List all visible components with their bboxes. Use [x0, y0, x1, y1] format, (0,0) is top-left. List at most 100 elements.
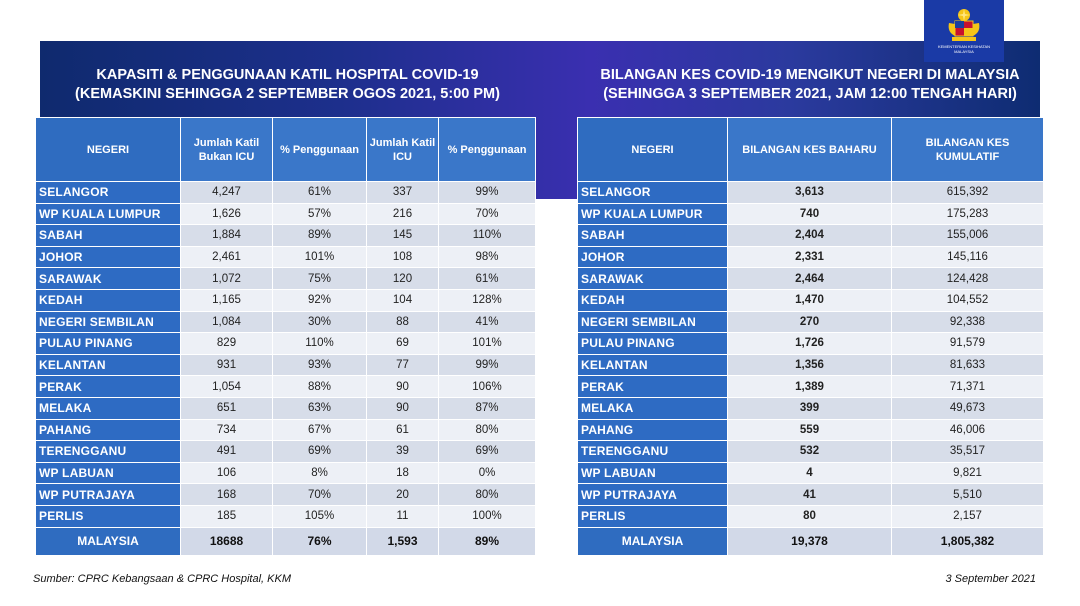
non-icu-beds: 1,884 — [180, 224, 273, 247]
icu-usage: 101% — [438, 332, 536, 355]
table-row: NEGERI SEMBILAN 1,084 30% 88 41% — [35, 310, 536, 334]
icu-beds: 108 — [366, 245, 439, 269]
non-icu-beds: 1,084 — [180, 310, 273, 334]
total-icu-usage: 89% — [438, 526, 536, 556]
non-icu-beds: 1,165 — [180, 288, 273, 312]
state-name: WP KUALA LUMPUR — [35, 202, 181, 226]
table-row: WP KUALA LUMPUR 1,626 57% 216 70% — [35, 202, 536, 226]
new-cases: 41 — [727, 483, 892, 506]
non-icu-beds: 651 — [180, 396, 273, 420]
col-header-icu-beds: Jumlah Katil ICU — [366, 117, 439, 182]
non-icu-beds: 2,461 — [180, 245, 273, 269]
cumulative-cases: 615,392 — [891, 181, 1044, 204]
cumulative-cases: 9,821 — [891, 461, 1044, 485]
cumulative-cases: 35,517 — [891, 440, 1044, 463]
non-icu-usage: 8% — [272, 461, 367, 485]
col-header-new-cases: BILANGAN KES BAHARU — [727, 117, 892, 182]
right-title-line2: (SEHINGGA 3 SEPTEMBER 2021, JAM 12:00 TE… — [603, 86, 1017, 102]
icu-beds: 90 — [366, 396, 439, 420]
table-row: NEGERI SEMBILAN 270 92,338 — [577, 310, 1044, 334]
right-title-line1: BILANGAN KES COVID-19 MENGIKUT NEGERI DI… — [600, 67, 1020, 83]
bed-capacity-rows: SELANGOR 4,247 61% 337 99% WP KUALA LUMPUR 1,6… — [35, 181, 536, 528]
non-icu-usage: 75% — [272, 267, 367, 290]
non-icu-usage: 105% — [272, 504, 367, 528]
icu-beds: 61 — [366, 418, 439, 442]
icu-beds: 90 — [366, 375, 439, 398]
total-icu-beds: 1,593 — [366, 526, 439, 556]
new-cases: 1,726 — [727, 332, 892, 355]
icu-beds: 120 — [366, 267, 439, 290]
state-name: MELAKA — [35, 396, 181, 420]
non-icu-usage: 101% — [272, 245, 367, 269]
non-icu-beds: 1,054 — [180, 375, 273, 398]
state-name: WP KUALA LUMPUR — [577, 202, 728, 226]
icu-usage: 61% — [438, 267, 536, 290]
non-icu-usage: 69% — [272, 440, 367, 463]
cumulative-cases: 71,371 — [891, 375, 1044, 398]
total-cumulative-cases: 1,805,382 — [891, 526, 1044, 556]
total-label: MALAYSIA — [35, 526, 181, 556]
icu-usage: 0% — [438, 461, 536, 485]
state-name: PERAK — [35, 375, 181, 398]
new-cases: 1,470 — [727, 288, 892, 312]
non-icu-usage: 110% — [272, 332, 367, 355]
total-non-icu-usage: 76% — [272, 526, 367, 556]
new-cases: 1,356 — [727, 353, 892, 377]
table-row: SELANGOR 3,613 615,392 — [577, 181, 1044, 204]
state-name: PAHANG — [577, 418, 728, 442]
col-header-icu-usage: % Penggunaan — [438, 117, 536, 182]
non-icu-usage: 92% — [272, 288, 367, 312]
bed-capacity-table: NEGERI Jumlah Katil Bukan ICU % Pengguna… — [35, 117, 536, 556]
new-cases: 2,331 — [727, 245, 892, 269]
table-row: PERAK 1,389 71,371 — [577, 375, 1044, 398]
icu-beds: 104 — [366, 288, 439, 312]
col-header-state: NEGERI — [35, 117, 181, 182]
state-name: SELANGOR — [35, 181, 181, 204]
icu-beds: 145 — [366, 224, 439, 247]
table-row: WP PUTRAJAYA 168 70% 20 80% — [35, 483, 536, 506]
new-cases: 270 — [727, 310, 892, 334]
table-row: JOHOR 2,461 101% 108 98% — [35, 245, 536, 269]
non-icu-usage: 67% — [272, 418, 367, 442]
state-name: WP PUTRAJAYA — [35, 483, 181, 506]
cumulative-cases: 81,633 — [891, 353, 1044, 377]
logo-caption: KEMENTERIAN KESIHATAN MALAYSIA — [937, 44, 991, 54]
cumulative-cases: 49,673 — [891, 396, 1044, 420]
state-name: KEDAH — [35, 288, 181, 312]
non-icu-usage: 57% — [272, 202, 367, 226]
table-row: WP PUTRAJAYA 41 5,510 — [577, 483, 1044, 506]
state-name: TERENGGANU — [577, 440, 728, 463]
new-cases: 2,404 — [727, 224, 892, 247]
icu-beds: 18 — [366, 461, 439, 485]
non-icu-beds: 185 — [180, 504, 273, 528]
coat-of-arms-icon — [948, 9, 980, 41]
non-icu-beds: 829 — [180, 332, 273, 355]
state-name: KEDAH — [577, 288, 728, 312]
state-name: PERLIS — [35, 504, 181, 528]
col-header-state: NEGERI — [577, 117, 728, 182]
table-row: PAHANG 734 67% 61 80% — [35, 418, 536, 442]
state-name: KELANTAN — [577, 353, 728, 377]
state-name: TERENGGANU — [35, 440, 181, 463]
table-row: PAHANG 559 46,006 — [577, 418, 1044, 442]
table-row: PERLIS 185 105% 11 100% — [35, 504, 536, 528]
new-cases: 2,464 — [727, 267, 892, 290]
icu-usage: 69% — [438, 440, 536, 463]
table-row: WP LABUAN 106 8% 18 0% — [35, 461, 536, 485]
new-cases: 399 — [727, 396, 892, 420]
col-header-cumulative-cases: BILANGAN KES KUMULATIF — [891, 117, 1044, 182]
icu-beds: 77 — [366, 353, 439, 377]
table-row: PULAU PINANG 1,726 91,579 — [577, 332, 1044, 355]
state-name: SABAH — [577, 224, 728, 247]
table-row: WP LABUAN 4 9,821 — [577, 461, 1044, 485]
non-icu-usage: 30% — [272, 310, 367, 334]
non-icu-usage: 93% — [272, 353, 367, 377]
cumulative-cases: 91,579 — [891, 332, 1044, 355]
icu-usage: 128% — [438, 288, 536, 312]
total-new-cases: 19,378 — [727, 526, 892, 556]
non-icu-usage: 89% — [272, 224, 367, 247]
table-row: PULAU PINANG 829 110% 69 101% — [35, 332, 536, 355]
table-row: SABAH 1,884 89% 145 110% — [35, 224, 536, 247]
new-cases: 3,613 — [727, 181, 892, 204]
state-name: MELAKA — [577, 396, 728, 420]
